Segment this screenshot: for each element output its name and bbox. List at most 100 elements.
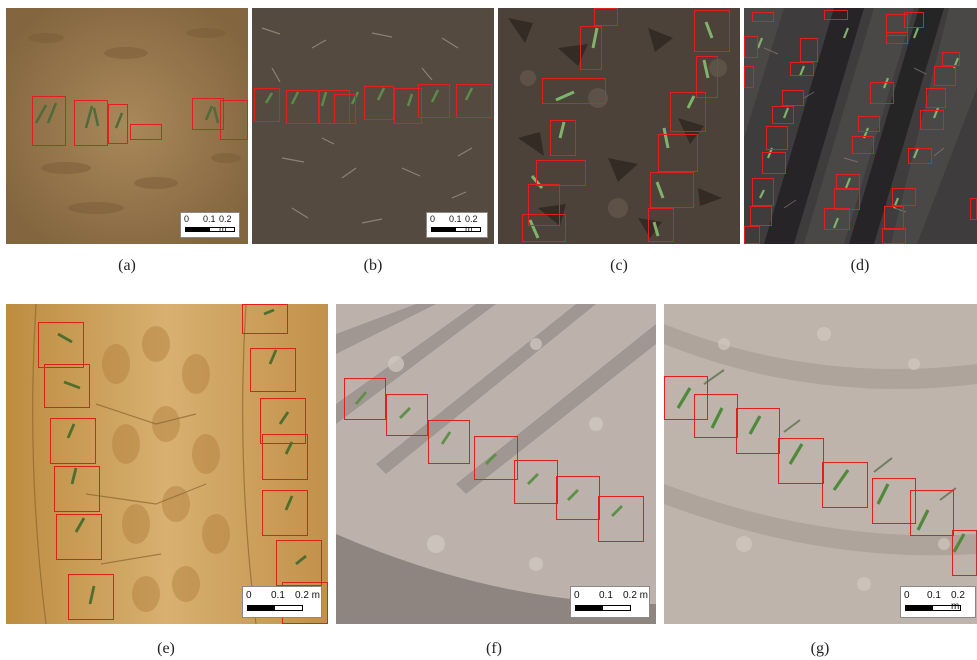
- detection-box: [220, 100, 248, 140]
- caption-a: (a): [118, 257, 136, 274]
- detection-box: [910, 490, 954, 536]
- detection-box: [772, 106, 794, 124]
- caption-d: (d): [850, 257, 870, 274]
- scale-label-1: 0.1: [927, 590, 941, 601]
- detection-box: [920, 110, 944, 130]
- scale-label-2: 0.2 m: [295, 590, 321, 601]
- detection-box: [394, 88, 422, 124]
- detection-box: [670, 92, 706, 132]
- scale-label-1: 0.1: [449, 214, 462, 224]
- scale-label-0: 0: [430, 214, 436, 224]
- detection-box: [904, 12, 924, 28]
- detection-box: [38, 322, 84, 368]
- scale-bar: 0 0.1 0.2 m: [180, 212, 240, 238]
- caption-c: (c): [610, 257, 628, 274]
- detection-box: [744, 66, 754, 88]
- detection-box: [108, 104, 128, 144]
- scale-label-0: 0: [246, 590, 252, 601]
- detection-box: [276, 540, 322, 586]
- detection-box: [790, 62, 814, 76]
- detection-box: [598, 496, 644, 542]
- scale-label-2: 0.2 m: [219, 214, 232, 234]
- detection-box: [752, 178, 774, 206]
- detection-box: [456, 84, 492, 118]
- detection-box: [834, 188, 860, 210]
- scale-bar: 0 0.1 0.2 m: [426, 212, 488, 238]
- detection-box: [694, 394, 738, 438]
- caption-e: (e): [157, 640, 175, 657]
- detection-box: [428, 420, 470, 464]
- panel-d-image: [744, 8, 977, 244]
- detection-box: [882, 228, 906, 244]
- scale-label-1: 0.1: [271, 590, 285, 601]
- detection-box: [778, 438, 824, 484]
- detection-box: [286, 90, 320, 124]
- detection-box: [474, 436, 518, 480]
- detection-box: [664, 376, 708, 420]
- detection-box: [364, 86, 394, 120]
- detection-box: [262, 490, 308, 536]
- detection-box: [836, 174, 860, 190]
- panel-e-soil: [6, 304, 328, 624]
- detection-box: [594, 8, 618, 26]
- detection-box: [744, 36, 758, 58]
- detection-box: [736, 408, 780, 454]
- detection-box: [852, 136, 874, 154]
- detection-box: [74, 100, 108, 146]
- detection-box: [50, 418, 96, 464]
- scale-label-0: 0: [904, 590, 910, 601]
- detection-box: [782, 90, 804, 106]
- detection-box: [192, 98, 224, 130]
- detection-box: [800, 38, 818, 62]
- panel-c-soil: [498, 8, 740, 244]
- detection-box: [694, 10, 730, 52]
- detection-box: [744, 226, 760, 244]
- detection-box: [418, 84, 450, 118]
- detection-box: [536, 160, 586, 186]
- panel-b-image: 0 0.1 0.2 m: [252, 8, 494, 244]
- detection-box: [934, 66, 956, 86]
- scale-label-2: 0.2 m: [623, 590, 649, 601]
- scale-label-1: 0.1: [203, 214, 216, 224]
- detection-box: [254, 88, 280, 122]
- detection-box: [884, 206, 904, 230]
- panel-g-image: 0 0.1 0.2 m: [664, 304, 977, 624]
- scale-bar: 0 0.1 0.2 m: [570, 586, 650, 618]
- detection-box: [514, 460, 558, 504]
- detection-box: [580, 26, 602, 70]
- scale-bar: 0 0.1 0.2 m: [242, 586, 322, 618]
- detection-box: [56, 514, 102, 560]
- detection-box: [528, 184, 560, 226]
- detection-box: [344, 378, 386, 420]
- detection-box: [44, 364, 90, 408]
- detection-box: [886, 14, 908, 36]
- detection-box: [750, 206, 772, 226]
- detection-box: [386, 394, 428, 436]
- detection-box: [542, 78, 606, 104]
- caption-g: (g): [810, 640, 830, 657]
- detection-box: [872, 478, 916, 524]
- scale-label-0: 0: [184, 214, 190, 224]
- detection-box: [824, 10, 848, 20]
- panel-g-soil: [664, 304, 977, 624]
- detection-box: [908, 148, 932, 164]
- detection-box: [942, 52, 960, 66]
- scale-label-1: 0.1: [599, 590, 613, 601]
- panel-a-soil: [6, 8, 248, 244]
- detection-box: [522, 214, 566, 242]
- detection-box: [858, 116, 880, 132]
- detection-box: [658, 134, 698, 172]
- detection-box: [892, 188, 916, 206]
- detection-box: [650, 172, 694, 208]
- detection-box: [762, 152, 786, 174]
- detection-box: [334, 94, 356, 124]
- detection-box: [870, 82, 894, 104]
- panel-f-image: 0 0.1 0.2 m: [336, 304, 656, 624]
- caption-f: (f): [486, 640, 502, 657]
- detection-box: [130, 124, 162, 140]
- detection-box: [822, 462, 868, 508]
- scale-label-2: 0.2 m: [951, 590, 965, 612]
- detection-box: [68, 574, 114, 620]
- detection-box: [556, 476, 600, 520]
- scale-label-0: 0: [574, 590, 580, 601]
